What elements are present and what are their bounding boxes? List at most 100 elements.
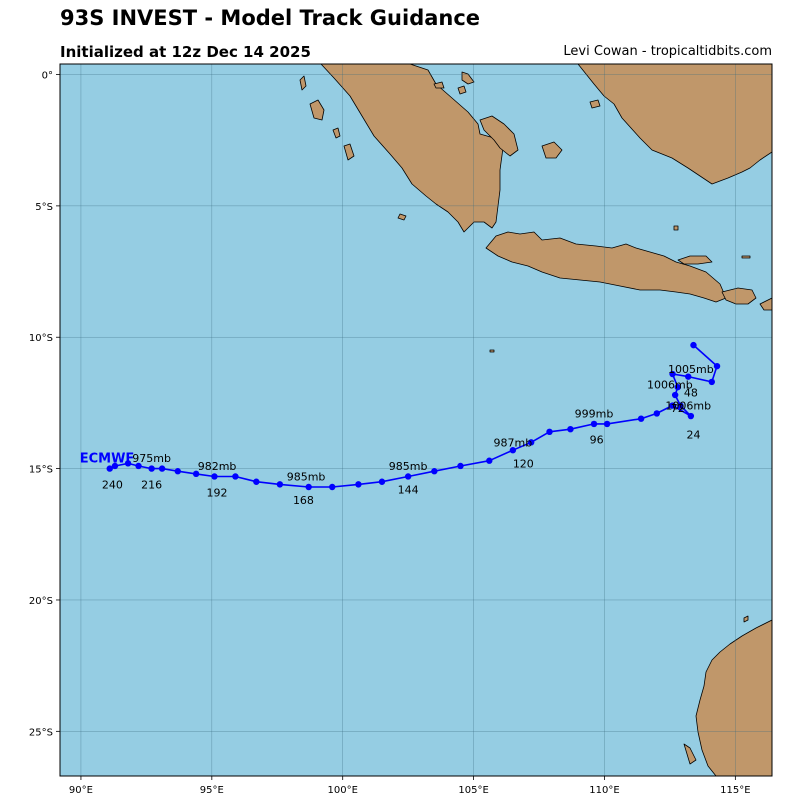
track-point — [253, 478, 260, 485]
track-point — [708, 378, 715, 386]
y-tick-label: 10°S — [29, 333, 53, 344]
pressure-label: 982mb — [198, 460, 237, 473]
track-point — [111, 462, 119, 470]
forecast-hour-label: 168 — [293, 494, 314, 507]
lombok-island — [759, 297, 772, 311]
track-point — [669, 402, 676, 409]
pressure-label: 987mb — [494, 436, 533, 449]
island-11 — [743, 615, 749, 623]
island-9 — [589, 99, 601, 109]
track-point — [431, 468, 438, 475]
island-10 — [489, 349, 495, 353]
track-point — [404, 473, 412, 480]
track-point — [124, 460, 132, 467]
track-point — [211, 473, 218, 480]
track-point — [232, 473, 239, 480]
y-tick-label: 5°S — [35, 202, 53, 213]
y-tick-label: 20°S — [29, 596, 53, 607]
pressure-label: 985mb — [287, 470, 326, 483]
island-12 — [683, 743, 697, 765]
credit-text: Levi Cowan - tropicaltidbits.com — [563, 44, 772, 59]
island-1 — [299, 75, 307, 91]
init-time-subtitle: Initialized at 12z Dec 14 2025 — [60, 43, 311, 61]
pressure-label: 1006mb — [665, 400, 711, 413]
forecast-hour-label: 240 — [102, 478, 123, 491]
track-point — [690, 341, 697, 349]
track-point — [135, 462, 142, 470]
track-point — [276, 481, 284, 488]
y-tick-label: 0° — [42, 71, 53, 82]
axis-ticks: 90°E 95°E 100°E 105°E 110°E 115°E 0° 5°S 10°S 15°… — [29, 71, 751, 796]
x-tick-label: 105°E — [458, 785, 488, 796]
track-point — [653, 410, 661, 417]
track-point — [669, 370, 676, 378]
track-point — [527, 439, 535, 446]
track-point — [329, 483, 336, 491]
track-point — [603, 420, 611, 428]
track-labels: 24 48 72 96 120 144 168 192 216 240 1005mb 1006mb 10… — [80, 363, 714, 507]
map-frame — [59, 63, 773, 777]
sumatra-landmass — [320, 64, 504, 233]
track-point — [671, 391, 679, 399]
belitung-island — [541, 141, 563, 159]
forecast-hour-label: 96 — [590, 434, 604, 447]
forecast-hour-label: 120 — [513, 457, 534, 470]
forecast-hour-label: 192 — [207, 486, 228, 499]
island-14 — [741, 255, 751, 259]
track-point — [174, 468, 181, 475]
madura-island — [677, 255, 713, 265]
island-6 — [433, 81, 445, 89]
forecast-hour-label: 72 — [671, 402, 685, 415]
forecast-hour-label: 144 — [398, 484, 419, 497]
track-point — [355, 481, 362, 488]
x-tick-label: 110°E — [589, 785, 619, 796]
chart-title: 93S INVEST - Model Track Guidance — [60, 6, 481, 30]
malay-peninsula — [577, 64, 772, 185]
track-point — [677, 402, 684, 409]
track-point — [192, 470, 200, 478]
forecast-hour-label: 216 — [141, 478, 162, 491]
track-point — [637, 415, 645, 422]
pressure-label: 985mb — [389, 460, 428, 473]
x-tick-label: 100°E — [328, 785, 358, 796]
island-3 — [332, 127, 341, 139]
lat-lon-grid — [60, 64, 772, 776]
track-point — [509, 447, 517, 454]
track-point — [567, 425, 574, 433]
island-2 — [309, 99, 325, 121]
x-tick-label: 90°E — [69, 785, 93, 796]
track-point — [685, 373, 692, 380]
island-7 — [457, 85, 467, 95]
forecast-hour-label: 24 — [686, 428, 700, 441]
bali-island — [721, 287, 757, 305]
track-point — [674, 383, 681, 391]
track-point — [148, 465, 155, 472]
track-point — [305, 483, 312, 491]
island-8 — [397, 213, 407, 221]
pressure-label: 999mb — [575, 407, 614, 420]
model-track — [106, 341, 721, 491]
track-point — [378, 478, 386, 485]
island-4 — [343, 143, 355, 161]
island-5 — [461, 71, 475, 85]
x-tick-label: 115°E — [720, 785, 750, 796]
pressure-label: 1006mb — [647, 379, 693, 392]
pressure-label: 975mb — [132, 452, 171, 465]
island-13 — [673, 225, 679, 231]
track-point — [457, 462, 464, 470]
track-point — [106, 465, 113, 472]
track-point — [486, 457, 493, 464]
track-point — [546, 428, 553, 436]
model-name-label: ECMWF — [80, 452, 135, 467]
y-tick-label: 25°S — [29, 727, 53, 738]
track-point — [687, 412, 695, 420]
java-island — [485, 231, 727, 303]
track-point — [713, 362, 721, 370]
x-tick-label: 95°E — [200, 785, 224, 796]
australia-landmass — [695, 619, 772, 776]
pressure-label: 1005mb — [668, 363, 714, 376]
track-point — [158, 465, 166, 472]
bangka-island — [479, 115, 519, 157]
y-tick-label: 15°S — [29, 465, 53, 476]
